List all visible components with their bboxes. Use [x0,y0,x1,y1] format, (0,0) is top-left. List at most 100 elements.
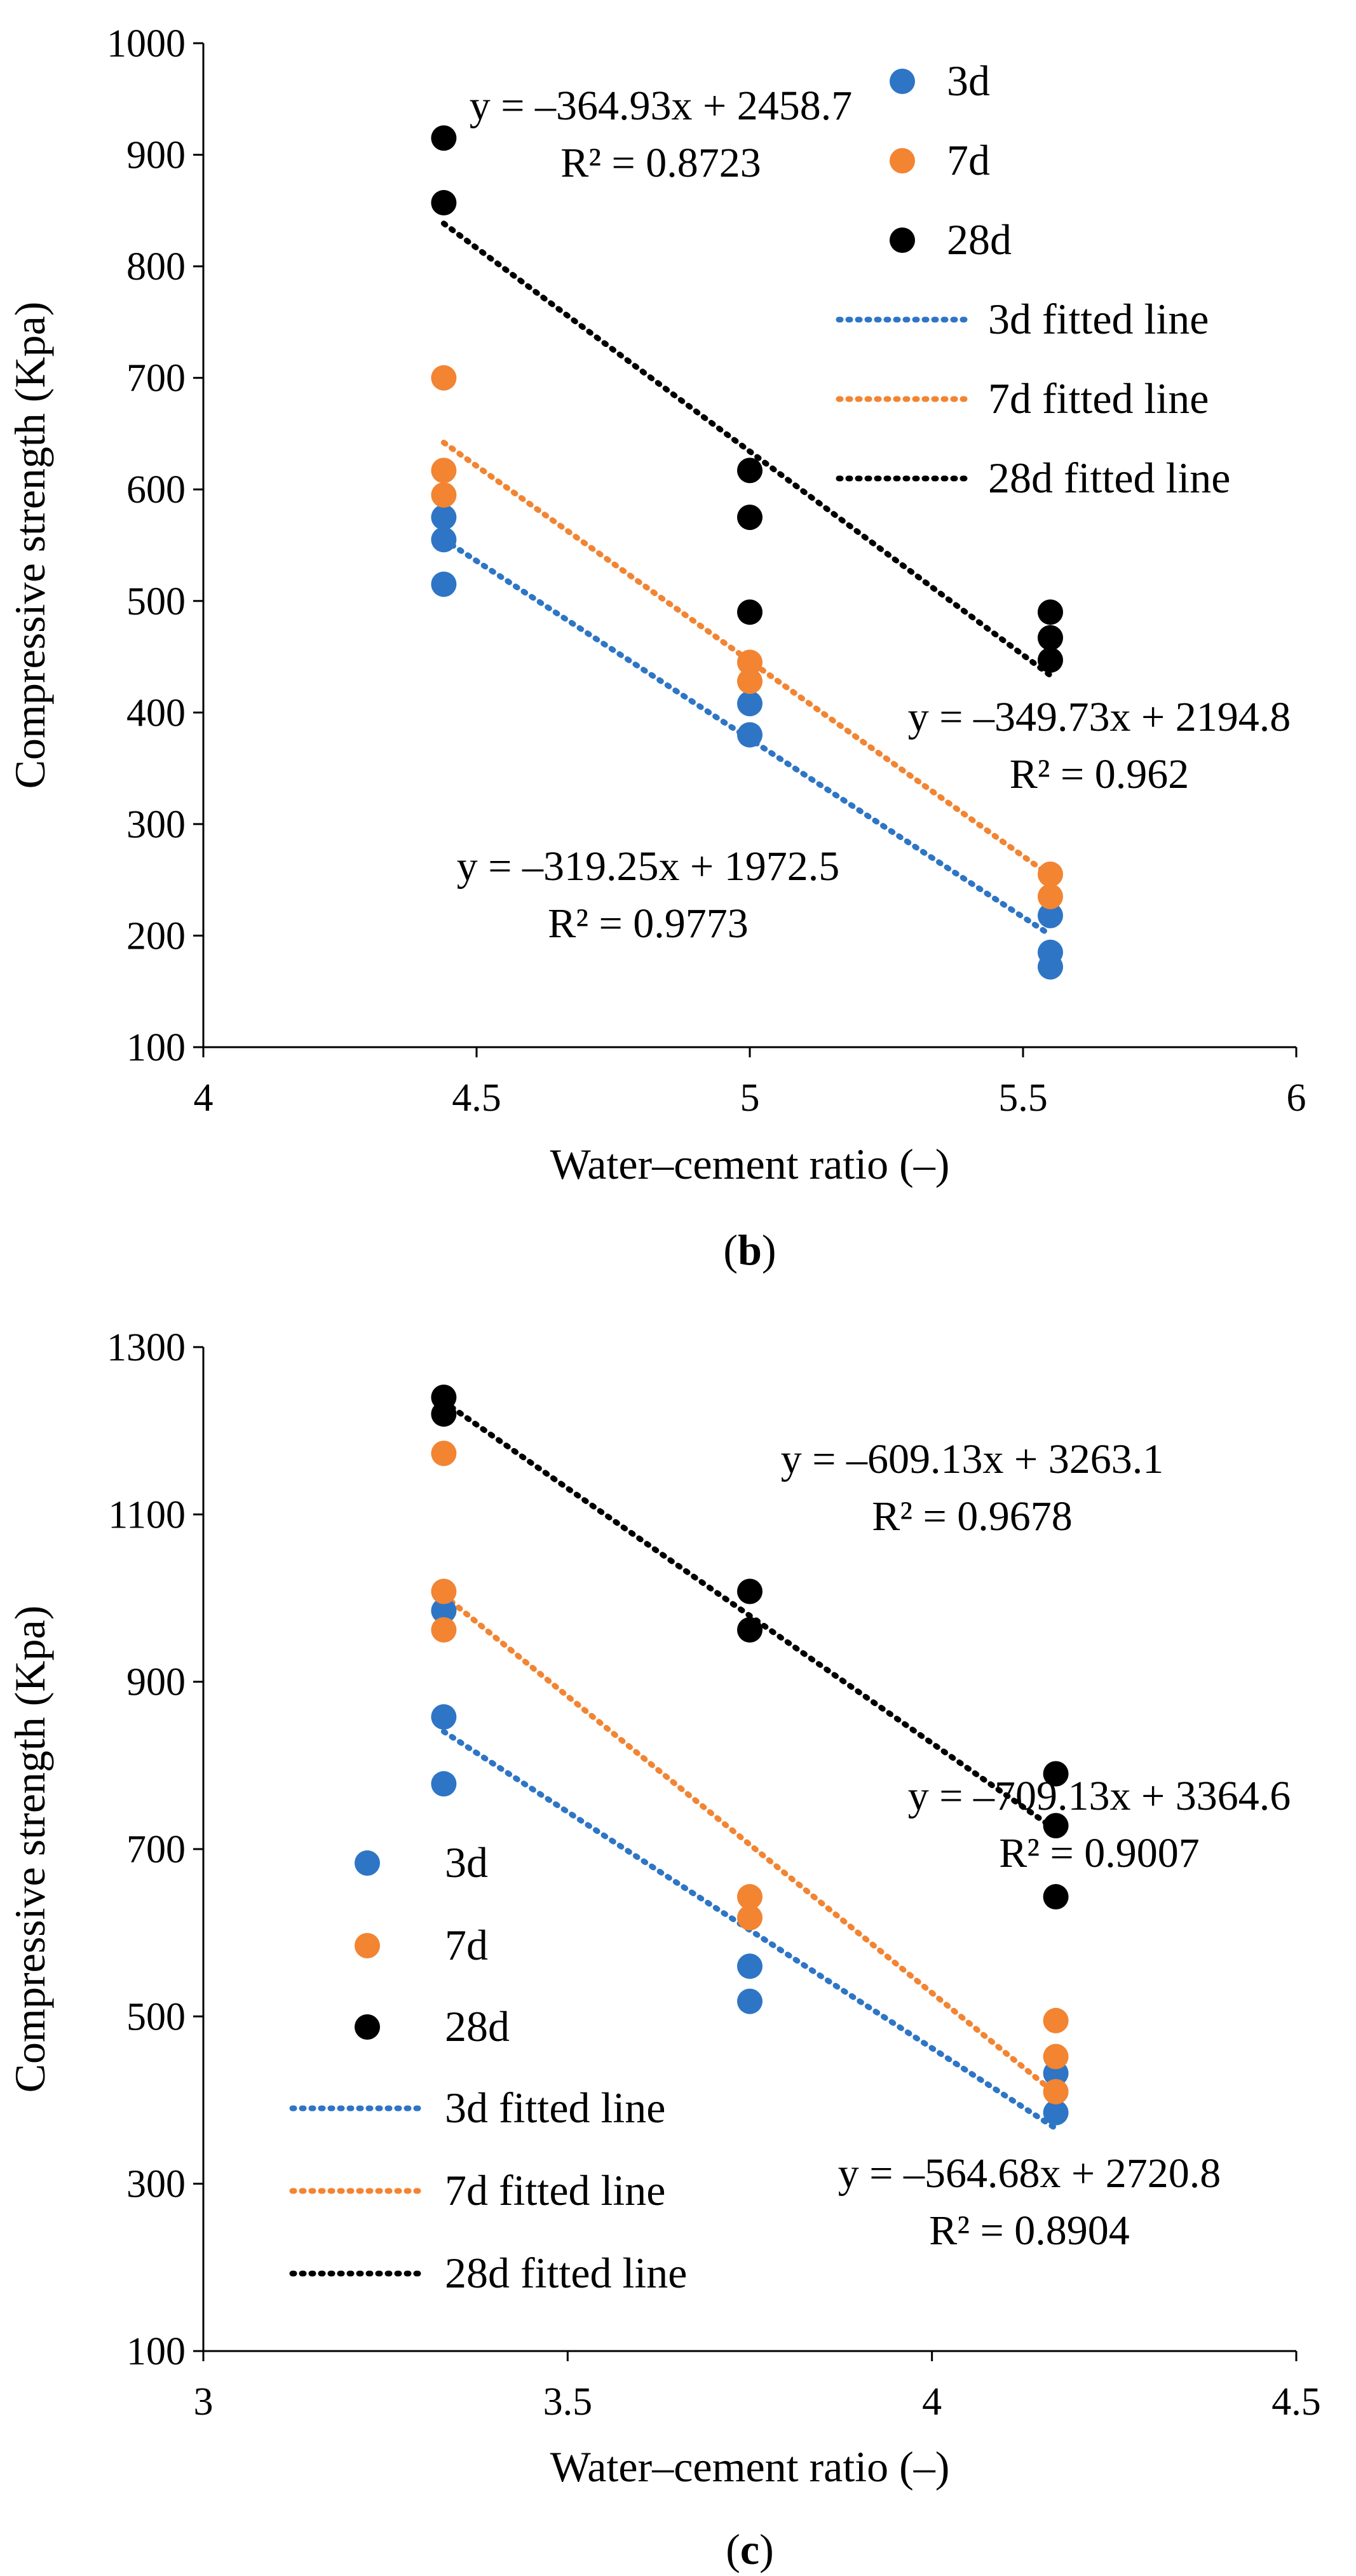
legend-label: 7d fitted line [988,374,1209,423]
legend: 3d 7d 28d 3d fitted line 7d fitted line 28d f… [836,57,1230,502]
data-point-7d [431,458,457,484]
data-point-28d [737,599,763,625]
r-squared-label: R² = 0.9678 [872,1493,1073,1540]
data-point-28d [737,1578,763,1604]
x-tick-label: 3.5 [543,2380,593,2423]
legend-label: 3d [947,57,990,105]
caption-close-paren: ) [762,1226,776,1274]
x-tick-label: 4.5 [452,1076,501,1120]
data-point-28d [1038,625,1063,651]
chart-panel-b: 100 200 300 400 500 600 700 800 900 1000 4 4.5 5 5.5 6… [6,22,1306,1274]
figure-caption: (c) [726,2525,774,2573]
x-tick-label: 5.5 [998,1076,1048,1120]
data-point-28d [1043,1813,1069,1839]
x-tick-label: 6 [1287,1076,1306,1120]
y-axis-title: Compressive strength (Kpa) [6,302,54,789]
y-tick-label: 800 [126,245,186,288]
data-point-3d [737,1988,763,2014]
data-point-3d [431,1704,457,1730]
data-point-28d [737,458,763,484]
data-point-7d [431,1578,457,1604]
y-axis-title: Compressive strength (Kpa) [6,1606,54,2093]
data-point-28d [1043,1884,1069,1910]
data-point-7d [431,1441,457,1467]
y-tick-label: 300 [126,803,186,846]
caption-letter: c [740,2525,759,2573]
chart-panel-c: 100 300 500 700 900 1100 1300 3 3.5 4 4.5 Water–cem… [6,1326,1321,2573]
legend-label: 3d [445,1838,488,1887]
data-point-3d [737,1953,763,1979]
regression-equation: y = –609.13x + 3263.1 [781,1436,1163,1482]
data-point-7d [1038,884,1063,909]
y-tick-label: 200 [126,914,186,958]
regression-equation: y = –349.73x + 2194.8 [908,694,1291,740]
data-point-3d [737,691,763,717]
data-point-3d [431,527,457,553]
caption-open-paren: ( [723,1226,738,1274]
data-point-3d [431,505,457,531]
fitted-line-28d [440,220,1054,679]
data-point-28d [737,1617,763,1643]
data-point-3d [737,722,763,748]
legend-label: 28d [445,2002,510,2051]
r-squared-label: R² = 0.962 [1010,751,1190,797]
data-point-28d [431,125,457,151]
data-point-7d [1038,861,1063,887]
regression-equation: y = –364.93x + 2458.7 [470,83,852,129]
y-tick-label: 100 [126,2330,186,2373]
caption-open-paren: ( [726,2525,740,2573]
caption-close-paren: ) [759,2525,774,2573]
regression-equation: y = –709.13x + 3364.6 [908,1773,1291,1819]
legend-marker-7d [890,148,915,173]
legend-label: 7d fitted line [445,2166,665,2214]
data-point-28d [431,1385,457,1410]
regression-equation: y = –564.68x + 2720.8 [838,2150,1221,2197]
y-tick-label: 1100 [108,1493,186,1536]
legend-marker-3d [355,1850,380,1876]
fitted-line-7d [440,1592,1059,2097]
y-tick-label: 300 [126,2163,186,2206]
y-tick-label: 1000 [107,22,186,65]
data-point-28d [431,190,457,216]
legend-label: 7d [947,136,990,184]
data-point-7d [1043,2078,1069,2105]
legend-label: 28d [947,215,1012,264]
data-point-3d [1043,2099,1069,2125]
y-tick-label: 900 [126,134,186,177]
data-point-7d [737,1884,763,1910]
x-tick-label: 4 [922,2380,942,2423]
caption-letter: b [738,1226,762,1274]
legend-marker-28d [890,227,915,253]
x-tick-label: 3 [194,2380,214,2423]
data-point-28d [1038,647,1063,673]
y-tick-label: 700 [126,357,186,400]
y-tick-label: 500 [126,1995,186,2038]
r-squared-label: R² = 0.8723 [560,140,761,186]
data-point-7d [737,668,763,695]
data-point-3d [1038,939,1063,965]
figure-caption: (b) [723,1226,776,1274]
legend: 3d 7d 28d 3d fitted line 7d fitted line 28d f… [289,1838,687,2297]
legend-marker-28d [355,2014,380,2040]
legend-label: 3d fitted line [988,295,1209,343]
data-point-7d [737,1904,763,1930]
y-tick-label: 500 [126,580,186,623]
data-point-28d [1043,1761,1069,1787]
data-point-7d [431,482,457,508]
x-tick-label: 4.5 [1271,2380,1321,2423]
data-point-28d [737,505,763,531]
regression-equation: y = –319.25x + 1972.5 [457,843,839,890]
data-point-28d [1038,599,1063,625]
r-squared-label: R² = 0.8904 [929,2207,1130,2254]
data-point-3d [431,571,457,597]
x-tick-label: 5 [740,1076,760,1120]
y-tick-label: 700 [126,1828,186,1871]
x-axis-title: Water–cement ratio (–) [550,1140,950,1188]
x-tick-label: 4 [194,1076,214,1120]
data-point-7d [1043,2044,1069,2070]
x-axis-title: Water–cement ratio (–) [550,2443,950,2491]
fitted-line-28d [440,1399,1059,1833]
y-tick-label: 600 [126,468,186,512]
